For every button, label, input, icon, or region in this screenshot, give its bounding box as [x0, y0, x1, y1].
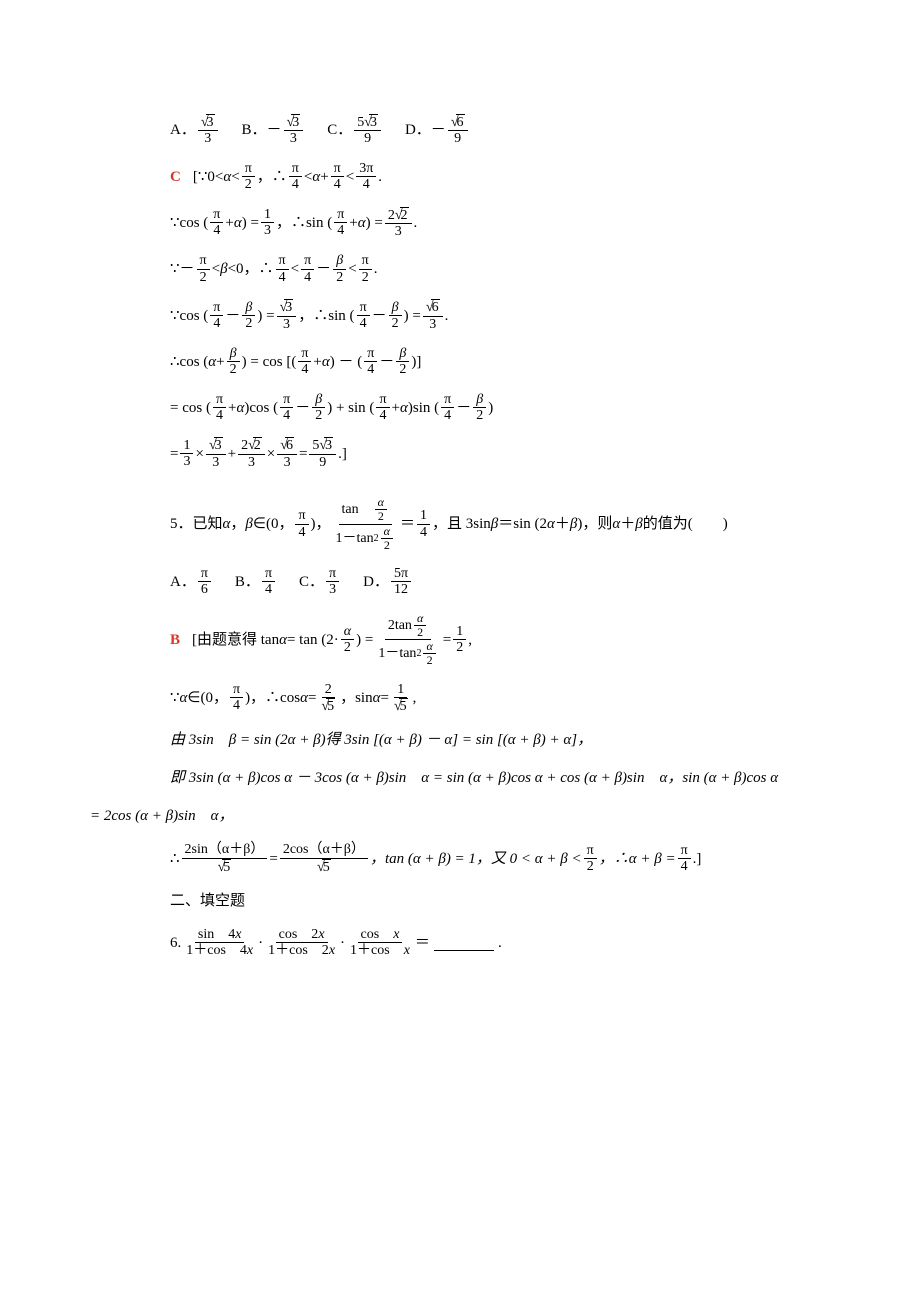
opt-b-label: B．	[242, 118, 267, 142]
q4-step5: ∴cos (α + β2 ) = cos [( π4 + α) － ( π4 －…	[170, 346, 830, 378]
q5-opt-b-label: B．	[235, 570, 260, 594]
section2-title: 二、填空题	[170, 889, 830, 913]
q5-step4b: = 2cos (α + β)sin α，	[90, 804, 830, 828]
fill-blank	[434, 935, 494, 951]
q5-opt-d-label: D．	[363, 570, 389, 594]
q4-step2: ∵cos ( π4 + α) = 13 ，∴sin ( π4 + α) = 22…	[170, 207, 830, 240]
q5-step1: B [由题意得 tan α = tan (2· α2 ) = 2tanα2 1－…	[170, 612, 830, 668]
q5-opt-a-label: A．	[170, 570, 196, 594]
q5-bigfrac: tan α2 1－tan2α2	[333, 496, 398, 552]
opt-a-frac: 3 3	[198, 114, 218, 147]
q4-step3: ∵－ π2 <β<0，∴ π4 < π4 － β2 < π2 .	[170, 253, 830, 285]
q5-number: 5．	[170, 512, 193, 536]
q4-step1: C [∵0<α< π2 ，∴ π4 <α + π4 < 3π4 .	[170, 161, 830, 193]
q5-step3: 由 3sin β = sin (2α + β)得 3sin [(α + β) －…	[170, 728, 830, 752]
q6-number: 6.	[170, 931, 181, 955]
q5-answer: B	[170, 628, 180, 652]
q5-step4a: 即 3sin (α + β)cos α － 3cos (α + β)sin α …	[170, 766, 830, 790]
opt-c-label: C．	[327, 118, 352, 142]
opt-a-label: A．	[170, 118, 196, 142]
q4-step4: ∵cos ( π4 － β2 ) = 33 ，∴sin ( π4 － β2 ) …	[170, 299, 830, 332]
q4-answer: C	[170, 165, 181, 189]
opt-b-frac: 3 3	[284, 114, 304, 147]
q5-step2: ∵α∈(0， π4 )，∴cosα = 25 ，sin α = 15 ,	[170, 682, 830, 715]
q5-options: A． π6 B． π4 C． π3 D． 5π12	[170, 566, 830, 598]
q6-stem: 6. sin 4x 1＋cos 4x · cos 2x 1＋cos 2x · c…	[170, 927, 830, 959]
q4-step7: = 13 × 33 + 223 × 63 = 539 .]	[170, 437, 830, 470]
q5-stem: 5． 已知 α， β∈(0， π4 )， tan α2 1－tan2α2 ＝ 1…	[170, 496, 830, 552]
q4-options: A． 3 3 B． － 3 3 C． 53 9 D． － 6 9	[170, 114, 830, 147]
q4-step6: = cos ( π4 + α)cos ( π4 － β2 ) + sin ( π…	[170, 392, 830, 424]
q5-step5: ∴ 2sin（α＋β）5 = 2cos（α＋β）5 ，tan (α + β) =…	[170, 842, 830, 875]
q5-opt-c-label: C．	[299, 570, 324, 594]
opt-d-label: D．	[405, 118, 431, 142]
opt-d-frac: 6 9	[448, 114, 468, 147]
opt-c-frac: 53 9	[354, 114, 381, 147]
